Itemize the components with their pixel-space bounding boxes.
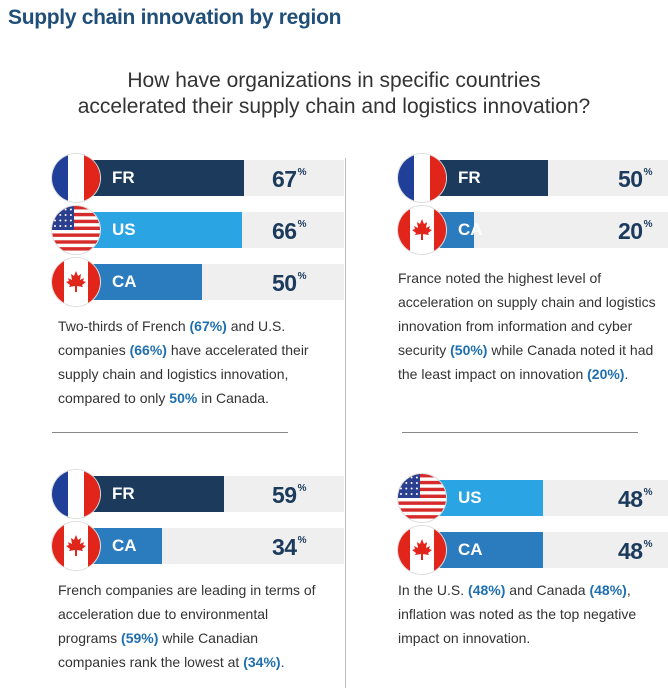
caption-bottom-left: French companies are leading in terms of… (58, 578, 320, 674)
page-title: Supply chain innovation by region (8, 6, 342, 29)
survey-question-line-2: accelerated their supply chain and logis… (77, 95, 591, 118)
horizontal-divider-left (52, 432, 288, 433)
percent-sign: % (643, 487, 653, 498)
percent-sign: % (297, 535, 307, 546)
bar-label-us: US (112, 220, 136, 239)
horizontal-divider-right (402, 432, 638, 433)
flag-ca-icon (398, 526, 446, 574)
bar-label-ca: CA (112, 536, 137, 555)
bar-fr (78, 160, 244, 196)
bar-row-fr: FR 50% (398, 154, 668, 202)
caption-text: while Canadian companies rank the lowest… (58, 630, 259, 670)
flag-fr-icon (52, 154, 100, 202)
percent-sign: % (297, 483, 307, 494)
caption-text: while Canada noted it had the least impa… (398, 342, 654, 382)
bar-fr (78, 476, 224, 512)
bar-label-us: US (458, 488, 482, 507)
caption-text: Two-thirds of French (58, 318, 190, 334)
caption-text: . (624, 366, 629, 382)
bar-row-fr: FR 59% (52, 470, 344, 518)
caption-top-left: Two-thirds of French (67%) and U.S. comp… (58, 314, 328, 410)
caption-highlight: (48%) (589, 582, 627, 598)
caption-highlight: (67%) (189, 318, 227, 334)
bar-row-ca: CA 50% (52, 258, 344, 306)
percent-sign: % (297, 271, 307, 282)
caption-highlight: (59%) (121, 630, 159, 646)
caption-highlight: (20%) (587, 366, 625, 382)
bar-row-ca: CA 34% (52, 522, 344, 570)
survey-question: How have organizations in specific count… (0, 68, 668, 120)
caption-highlight: (34%) (243, 654, 281, 670)
caption-highlight: 50% (169, 390, 198, 406)
bar-row-us: US 48% (398, 474, 668, 522)
bar-label-ca: CA (458, 540, 483, 559)
flag-fr-icon (398, 154, 446, 202)
caption-highlight: (48%) (468, 582, 506, 598)
bar-row-ca: CA 48% (398, 526, 668, 574)
bar-row-fr: FR 67% (52, 154, 344, 202)
bar-label-fr: FR (112, 168, 135, 187)
bar-value-label: 34% (272, 534, 307, 560)
flag-ca-icon (52, 522, 100, 570)
bar-label-ca: CA (112, 272, 137, 291)
bar-label-ca: CA (458, 220, 483, 239)
percent-sign: % (297, 219, 307, 230)
caption-bottom-right: In the U.S. (48%) and Canada (48%), infl… (398, 578, 660, 650)
caption-highlight: (50%) (450, 342, 488, 358)
percent-sign: % (297, 167, 307, 178)
percent-sign: % (643, 167, 653, 178)
bar-value-label: 50% (272, 270, 307, 296)
bar-value-label: 48% (618, 486, 653, 512)
bar-value-label: 59% (272, 482, 307, 508)
bar-value-label: 66% (272, 218, 307, 244)
bar-us (78, 212, 242, 248)
bar-row-ca: CA 20% (398, 206, 668, 254)
caption-text: in Canada. (197, 390, 269, 406)
caption-text: French companies are leading in terms of… (58, 582, 316, 646)
bar-label-fr: FR (458, 168, 481, 187)
vertical-divider (345, 158, 346, 688)
bar-value-label: 67% (272, 166, 307, 192)
percent-sign: % (643, 539, 653, 550)
flag-ca-icon (52, 258, 100, 306)
caption-text: France noted the highest level of accele… (398, 270, 656, 358)
caption-highlight: (66%) (129, 342, 167, 358)
caption-text: have accelerated their supply chain and … (58, 342, 309, 406)
survey-question-line-1: How have organizations in specific count… (127, 69, 541, 92)
percent-sign: % (643, 219, 653, 230)
caption-text: and Canada (505, 582, 590, 598)
flag-us-icon (398, 474, 446, 522)
bar-label-fr: FR (112, 484, 135, 503)
bar-value-label: 48% (618, 538, 653, 564)
caption-top-right: France noted the highest level of accele… (398, 266, 660, 386)
caption-text: . (280, 654, 285, 670)
bar-value-label: 50% (618, 166, 653, 192)
bar-row-us: US 66% (52, 206, 344, 254)
bar-value-label: 20% (618, 218, 653, 244)
caption-text: and U.S. companies (58, 318, 286, 358)
caption-text: In the U.S. (398, 582, 469, 598)
flag-ca-icon (398, 206, 446, 254)
caption-text: , inflation was noted as the top negativ… (398, 582, 637, 646)
flag-us-icon (52, 206, 100, 254)
flag-fr-icon (52, 470, 100, 518)
